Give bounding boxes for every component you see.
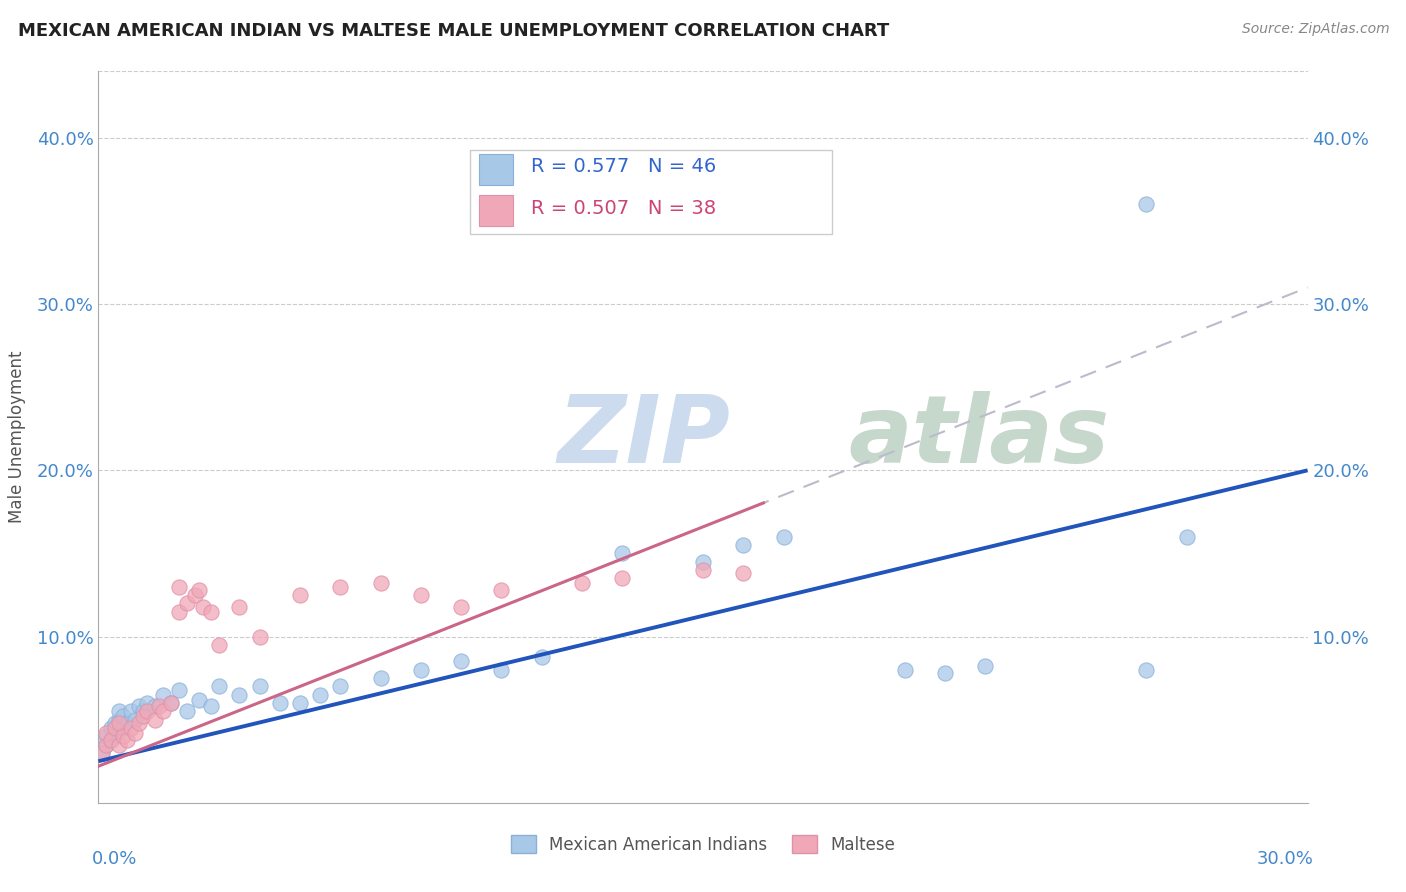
Point (176, 596, 198, 610)
Point (733, 566, 755, 581)
Point (692, 555, 714, 569)
Point (188, 692, 211, 706)
Point (188, 582, 211, 597)
Point (450, 599, 472, 614)
FancyBboxPatch shape (470, 150, 832, 234)
Point (107, 716, 129, 731)
Text: ZIP: ZIP (558, 391, 731, 483)
Point (200, 699, 222, 714)
Point (409, 588, 432, 602)
Point (167, 580, 190, 594)
Point (450, 655, 472, 669)
Point (111, 709, 134, 723)
Point (148, 699, 170, 714)
Point (269, 696, 291, 710)
Point (733, 538, 755, 552)
Point (128, 699, 150, 714)
Text: R = 0.577   N = 46: R = 0.577 N = 46 (531, 157, 717, 176)
Point (208, 680, 231, 694)
Point (143, 699, 166, 714)
Point (228, 688, 250, 702)
Point (176, 705, 198, 719)
Point (100, 721, 122, 735)
Point (103, 721, 125, 735)
Legend: Mexican American Indians, Maltese: Mexican American Indians, Maltese (503, 829, 903, 860)
Point (91, 746, 114, 760)
Text: MEXICAN AMERICAN INDIAN VS MALTESE MALE UNEMPLOYMENT CORRELATION CHART: MEXICAN AMERICAN INDIAN VS MALTESE MALE … (18, 22, 890, 40)
Point (124, 726, 146, 740)
Point (91, 746, 114, 760)
Point (115, 732, 138, 747)
Point (100, 732, 122, 747)
Point (143, 713, 166, 727)
Point (974, 659, 997, 673)
Point (329, 580, 352, 594)
Point (115, 716, 138, 731)
Point (530, 649, 553, 664)
Point (152, 705, 174, 719)
Text: atlas: atlas (848, 391, 1109, 483)
Point (107, 713, 129, 727)
Point (612, 571, 634, 585)
Point (228, 599, 250, 614)
Point (103, 726, 125, 740)
Point (1135, 197, 1157, 211)
Point (107, 738, 129, 752)
Point (249, 680, 271, 694)
Point (152, 688, 174, 702)
Point (132, 705, 155, 719)
Point (135, 705, 157, 719)
Text: 30.0%: 30.0% (1257, 850, 1313, 868)
Point (612, 546, 634, 560)
Point (107, 705, 129, 719)
Y-axis label: Male Unemployment: Male Unemployment (7, 351, 25, 524)
Text: 0.0%: 0.0% (93, 850, 138, 868)
Point (160, 696, 183, 710)
Point (167, 605, 190, 619)
Point (100, 732, 122, 747)
Text: Source: ZipAtlas.com: Source: ZipAtlas.com (1241, 22, 1389, 37)
Point (111, 729, 134, 743)
Point (409, 663, 432, 677)
Point (135, 696, 157, 710)
Point (160, 696, 183, 710)
Point (370, 576, 392, 591)
Point (132, 709, 155, 723)
Point (120, 705, 142, 719)
Point (370, 671, 392, 685)
Point (249, 630, 271, 644)
Point (167, 682, 190, 697)
Point (96, 738, 118, 752)
Point (103, 716, 125, 731)
Point (288, 588, 311, 602)
Point (120, 721, 142, 735)
Point (193, 599, 215, 614)
FancyBboxPatch shape (479, 195, 513, 226)
Point (934, 666, 956, 681)
Point (200, 605, 222, 619)
Text: R = 0.507   N = 38: R = 0.507 N = 38 (531, 200, 717, 219)
Point (96, 726, 118, 740)
Point (692, 563, 714, 577)
Point (96, 738, 118, 752)
Point (1175, 530, 1198, 544)
Point (491, 582, 513, 597)
Point (772, 530, 794, 544)
Point (184, 588, 207, 602)
Point (893, 663, 915, 677)
Point (208, 638, 231, 652)
Point (288, 696, 311, 710)
Point (128, 716, 150, 731)
FancyBboxPatch shape (479, 154, 513, 185)
Point (571, 576, 593, 591)
Point (491, 663, 513, 677)
Point (111, 721, 134, 735)
Point (124, 713, 146, 727)
Point (1135, 663, 1157, 677)
Point (329, 680, 352, 694)
Point (96, 729, 118, 743)
Point (309, 688, 332, 702)
